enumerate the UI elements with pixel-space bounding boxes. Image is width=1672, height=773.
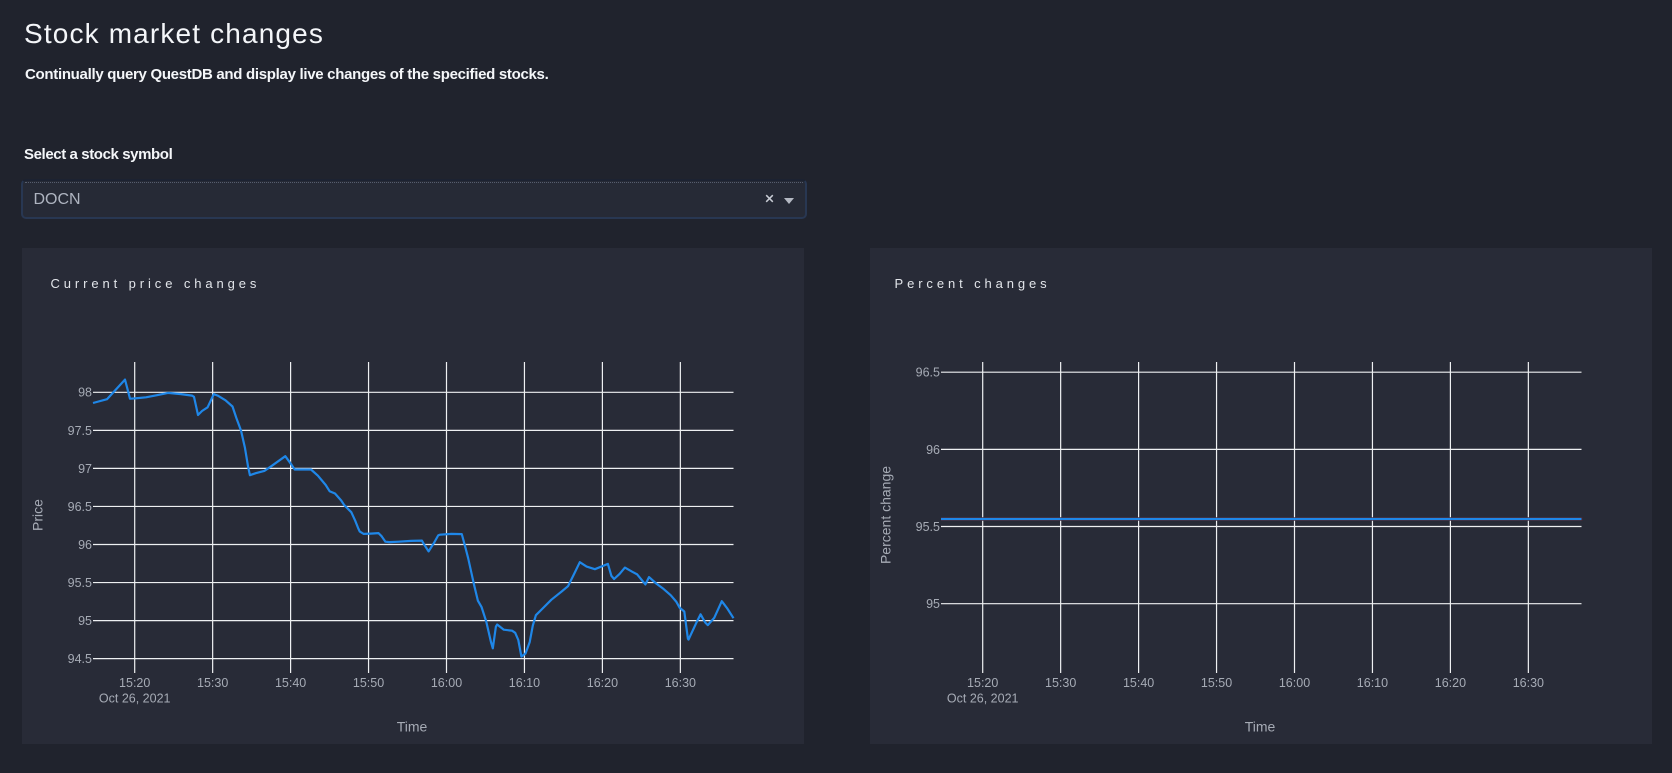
svg-text:95: 95 — [926, 597, 940, 611]
svg-text:15:50: 15:50 — [353, 676, 384, 690]
svg-text:15:40: 15:40 — [1123, 676, 1154, 690]
svg-text:15:30: 15:30 — [1045, 676, 1076, 690]
svg-text:94.5: 94.5 — [68, 652, 92, 666]
svg-text:16:30: 16:30 — [1513, 676, 1544, 690]
svg-text:16:20: 16:20 — [587, 676, 618, 690]
svg-text:15:30: 15:30 — [197, 676, 228, 690]
svg-text:16:20: 16:20 — [1435, 676, 1466, 690]
svg-text:98: 98 — [78, 386, 92, 400]
svg-text:16:10: 16:10 — [1357, 676, 1388, 690]
svg-text:15:50: 15:50 — [1201, 676, 1232, 690]
svg-text:15:20: 15:20 — [967, 676, 998, 690]
svg-text:Oct 26, 2021: Oct 26, 2021 — [99, 692, 171, 706]
svg-text:16:30: 16:30 — [665, 676, 696, 690]
svg-text:Oct 26, 2021: Oct 26, 2021 — [947, 692, 1019, 706]
svg-text:96.5: 96.5 — [916, 366, 940, 380]
svg-text:97.5: 97.5 — [68, 424, 92, 438]
svg-text:16:00: 16:00 — [1279, 676, 1310, 690]
svg-text:Time: Time — [1245, 719, 1276, 735]
svg-text:96.5: 96.5 — [68, 500, 92, 514]
svg-text:96: 96 — [78, 538, 92, 552]
svg-text:Current price changes: Current price changes — [51, 276, 261, 291]
svg-text:95.5: 95.5 — [916, 520, 940, 534]
svg-text:Time: Time — [397, 719, 428, 735]
svg-text:16:00: 16:00 — [431, 676, 462, 690]
svg-text:Price: Price — [30, 499, 46, 531]
svg-text:95: 95 — [78, 614, 92, 628]
svg-text:15:20: 15:20 — [119, 676, 150, 690]
svg-text:96: 96 — [926, 443, 940, 457]
svg-text:95.5: 95.5 — [68, 576, 92, 590]
svg-text:Percent changes: Percent changes — [895, 276, 1051, 291]
svg-text:Percent change: Percent change — [878, 466, 894, 564]
svg-text:15:40: 15:40 — [275, 676, 306, 690]
svg-text:97: 97 — [78, 462, 92, 476]
svg-text:16:10: 16:10 — [509, 676, 540, 690]
